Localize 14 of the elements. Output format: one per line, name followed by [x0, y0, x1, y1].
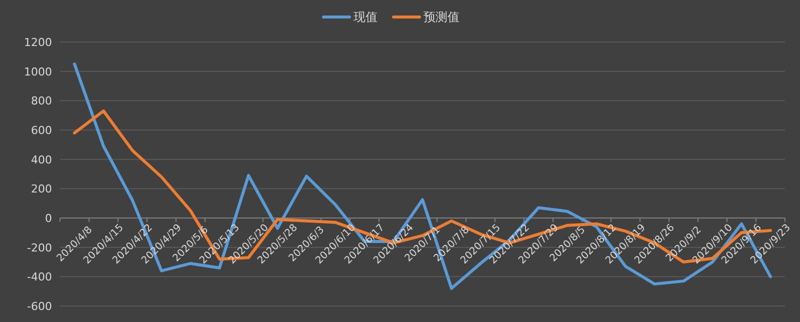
y-tick-label: -200	[27, 241, 52, 254]
y-tick-label: 200	[31, 182, 52, 196]
y-tick-label: 600	[31, 124, 52, 137]
y-tick-label: 800	[31, 94, 52, 108]
y-tick-label: -600	[27, 300, 52, 313]
y-tick-label: 0	[45, 212, 52, 225]
legend-label: 现值	[354, 10, 378, 24]
y-tick-label: 400	[31, 153, 52, 166]
y-tick-label: -400	[27, 270, 52, 284]
y-tick-label: 1200	[24, 36, 52, 49]
y-tick-label: 1000	[24, 65, 52, 78]
legend-label: 预测值	[424, 10, 460, 24]
legend-item: 预测值	[392, 10, 460, 24]
legend-item: 现值	[322, 10, 378, 24]
